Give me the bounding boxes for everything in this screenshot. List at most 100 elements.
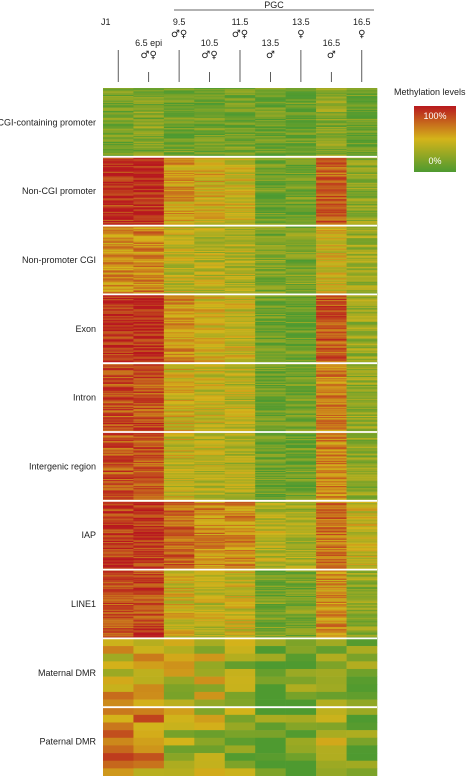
heatmap-cell bbox=[255, 294, 286, 364]
heatmap-cell bbox=[224, 225, 256, 295]
heatmap-cell bbox=[285, 225, 317, 295]
heatmap-cell bbox=[346, 569, 378, 639]
heatmap-cell bbox=[224, 569, 256, 639]
row-label: Maternal DMR bbox=[38, 668, 97, 678]
heatmap-cell bbox=[316, 363, 347, 433]
heatmap-cell bbox=[285, 569, 317, 639]
heatmap-cell bbox=[163, 432, 195, 502]
heatmap-cell bbox=[346, 638, 378, 708]
heatmap-cell bbox=[224, 638, 256, 708]
column-label-stage: 10.5 bbox=[201, 38, 219, 48]
column-label-stage: 16.5 bbox=[323, 38, 341, 48]
column-label-sex: ♀ bbox=[297, 29, 304, 40]
column-label-sex: ♂♀ bbox=[171, 29, 187, 40]
heatmap-cell bbox=[103, 156, 134, 226]
legend-min-label: 0% bbox=[428, 156, 441, 166]
heatmap-cell bbox=[255, 707, 286, 776]
row-label: Intron bbox=[73, 393, 96, 403]
heatmap-cell bbox=[224, 500, 256, 570]
row-label: IAP bbox=[81, 530, 96, 540]
heatmap-cell bbox=[163, 88, 195, 158]
column-label-stage: 6.5 epi bbox=[135, 38, 162, 48]
heatmap-cell bbox=[346, 156, 378, 226]
heatmap-cell bbox=[103, 569, 134, 639]
column-label-stage: 9.5 bbox=[173, 17, 186, 27]
heatmap-cells bbox=[103, 88, 378, 776]
column-label-sex: ♂♀ bbox=[141, 50, 157, 61]
legend-title: Methylation levels bbox=[394, 87, 466, 97]
heatmap-cell bbox=[346, 500, 378, 570]
heatmap-cell bbox=[346, 363, 378, 433]
heatmap-cell bbox=[133, 156, 165, 226]
heatmap-cell bbox=[346, 294, 378, 364]
heatmap-cell bbox=[133, 500, 165, 570]
heatmap-cell bbox=[285, 294, 317, 364]
heatmap-cell bbox=[346, 432, 378, 502]
column-label-sex: ♂ bbox=[327, 50, 336, 61]
column-label-sex: ♂♀ bbox=[232, 29, 248, 40]
heatmap-cell bbox=[133, 225, 165, 295]
heatmap-cell bbox=[103, 638, 134, 708]
heatmap-cell bbox=[224, 294, 256, 364]
heatmap-cell bbox=[194, 156, 226, 226]
heatmap-cell bbox=[103, 432, 134, 502]
heatmap-cell bbox=[133, 569, 165, 639]
heatmap-cell bbox=[103, 88, 134, 158]
heatmap-cell bbox=[194, 363, 226, 433]
heatmap-cell bbox=[255, 363, 286, 433]
heatmap-cell bbox=[163, 294, 195, 364]
heatmap-cell bbox=[133, 294, 165, 364]
heatmap-cell bbox=[255, 569, 286, 639]
heatmap-cell bbox=[163, 225, 195, 295]
heatmap-cell bbox=[103, 225, 134, 295]
row-labels: CGI-containing promoter Non-CGI promoter N… bbox=[0, 117, 96, 746]
heatmap-cell bbox=[194, 225, 226, 295]
row-separators bbox=[103, 155, 377, 709]
row-label: Intergenic region bbox=[29, 461, 96, 471]
column-label-stage: 16.5 bbox=[353, 17, 371, 27]
heatmap-cell bbox=[133, 363, 165, 433]
legend-max-label: 100% bbox=[423, 111, 446, 121]
heatmap-cell bbox=[316, 707, 347, 776]
legend-color-bar bbox=[414, 106, 456, 172]
heatmap-cell bbox=[163, 156, 195, 226]
heatmap-cell bbox=[346, 88, 378, 158]
column-headers: J16.5 epi♂♀9.5♂♀10.5♂♀11.5♂♀13.5♂13.5♀16… bbox=[101, 17, 371, 82]
heatmap-cell bbox=[133, 88, 165, 158]
heatmap-cell bbox=[163, 569, 195, 639]
row-label: Paternal DMR bbox=[39, 737, 96, 747]
heatmap-cell bbox=[163, 638, 195, 708]
heatmap-cell bbox=[346, 225, 378, 295]
heatmap-cell bbox=[255, 88, 286, 158]
column-label-sex: ♀ bbox=[358, 29, 365, 40]
pgc-group-label: PGC bbox=[264, 0, 284, 10]
heatmap-cell bbox=[346, 707, 378, 776]
heatmap-cell bbox=[316, 225, 347, 295]
heatmap-cell bbox=[285, 707, 317, 776]
heatmap-cell bbox=[133, 707, 165, 776]
heatmap-cell bbox=[285, 638, 317, 708]
column-label-sex: ♂ bbox=[266, 50, 275, 61]
heatmap-cell bbox=[163, 500, 195, 570]
heatmap-cell bbox=[316, 432, 347, 502]
heatmap-cell bbox=[133, 432, 165, 502]
heatmap-cell bbox=[133, 638, 165, 708]
heatmap-cell bbox=[255, 156, 286, 226]
heatmap-cell bbox=[285, 500, 317, 570]
row-label: LINE1 bbox=[71, 599, 96, 609]
heatmap-cell bbox=[285, 432, 317, 502]
column-label-stage: 13.5 bbox=[262, 38, 280, 48]
heatmap-cell bbox=[163, 707, 195, 776]
heatmap-cell bbox=[103, 707, 134, 776]
heatmap-cell bbox=[163, 363, 195, 433]
row-label: Exon bbox=[75, 324, 96, 334]
row-label: Non-CGI promoter bbox=[22, 186, 96, 196]
heatmap-cell bbox=[224, 363, 256, 433]
heatmap-cell bbox=[285, 363, 317, 433]
heatmap-cell bbox=[224, 707, 256, 776]
heatmap-cell bbox=[194, 432, 226, 502]
heatmap-cell bbox=[316, 569, 347, 639]
heatmap-cell bbox=[316, 638, 347, 708]
heatmap-cell bbox=[194, 500, 226, 570]
